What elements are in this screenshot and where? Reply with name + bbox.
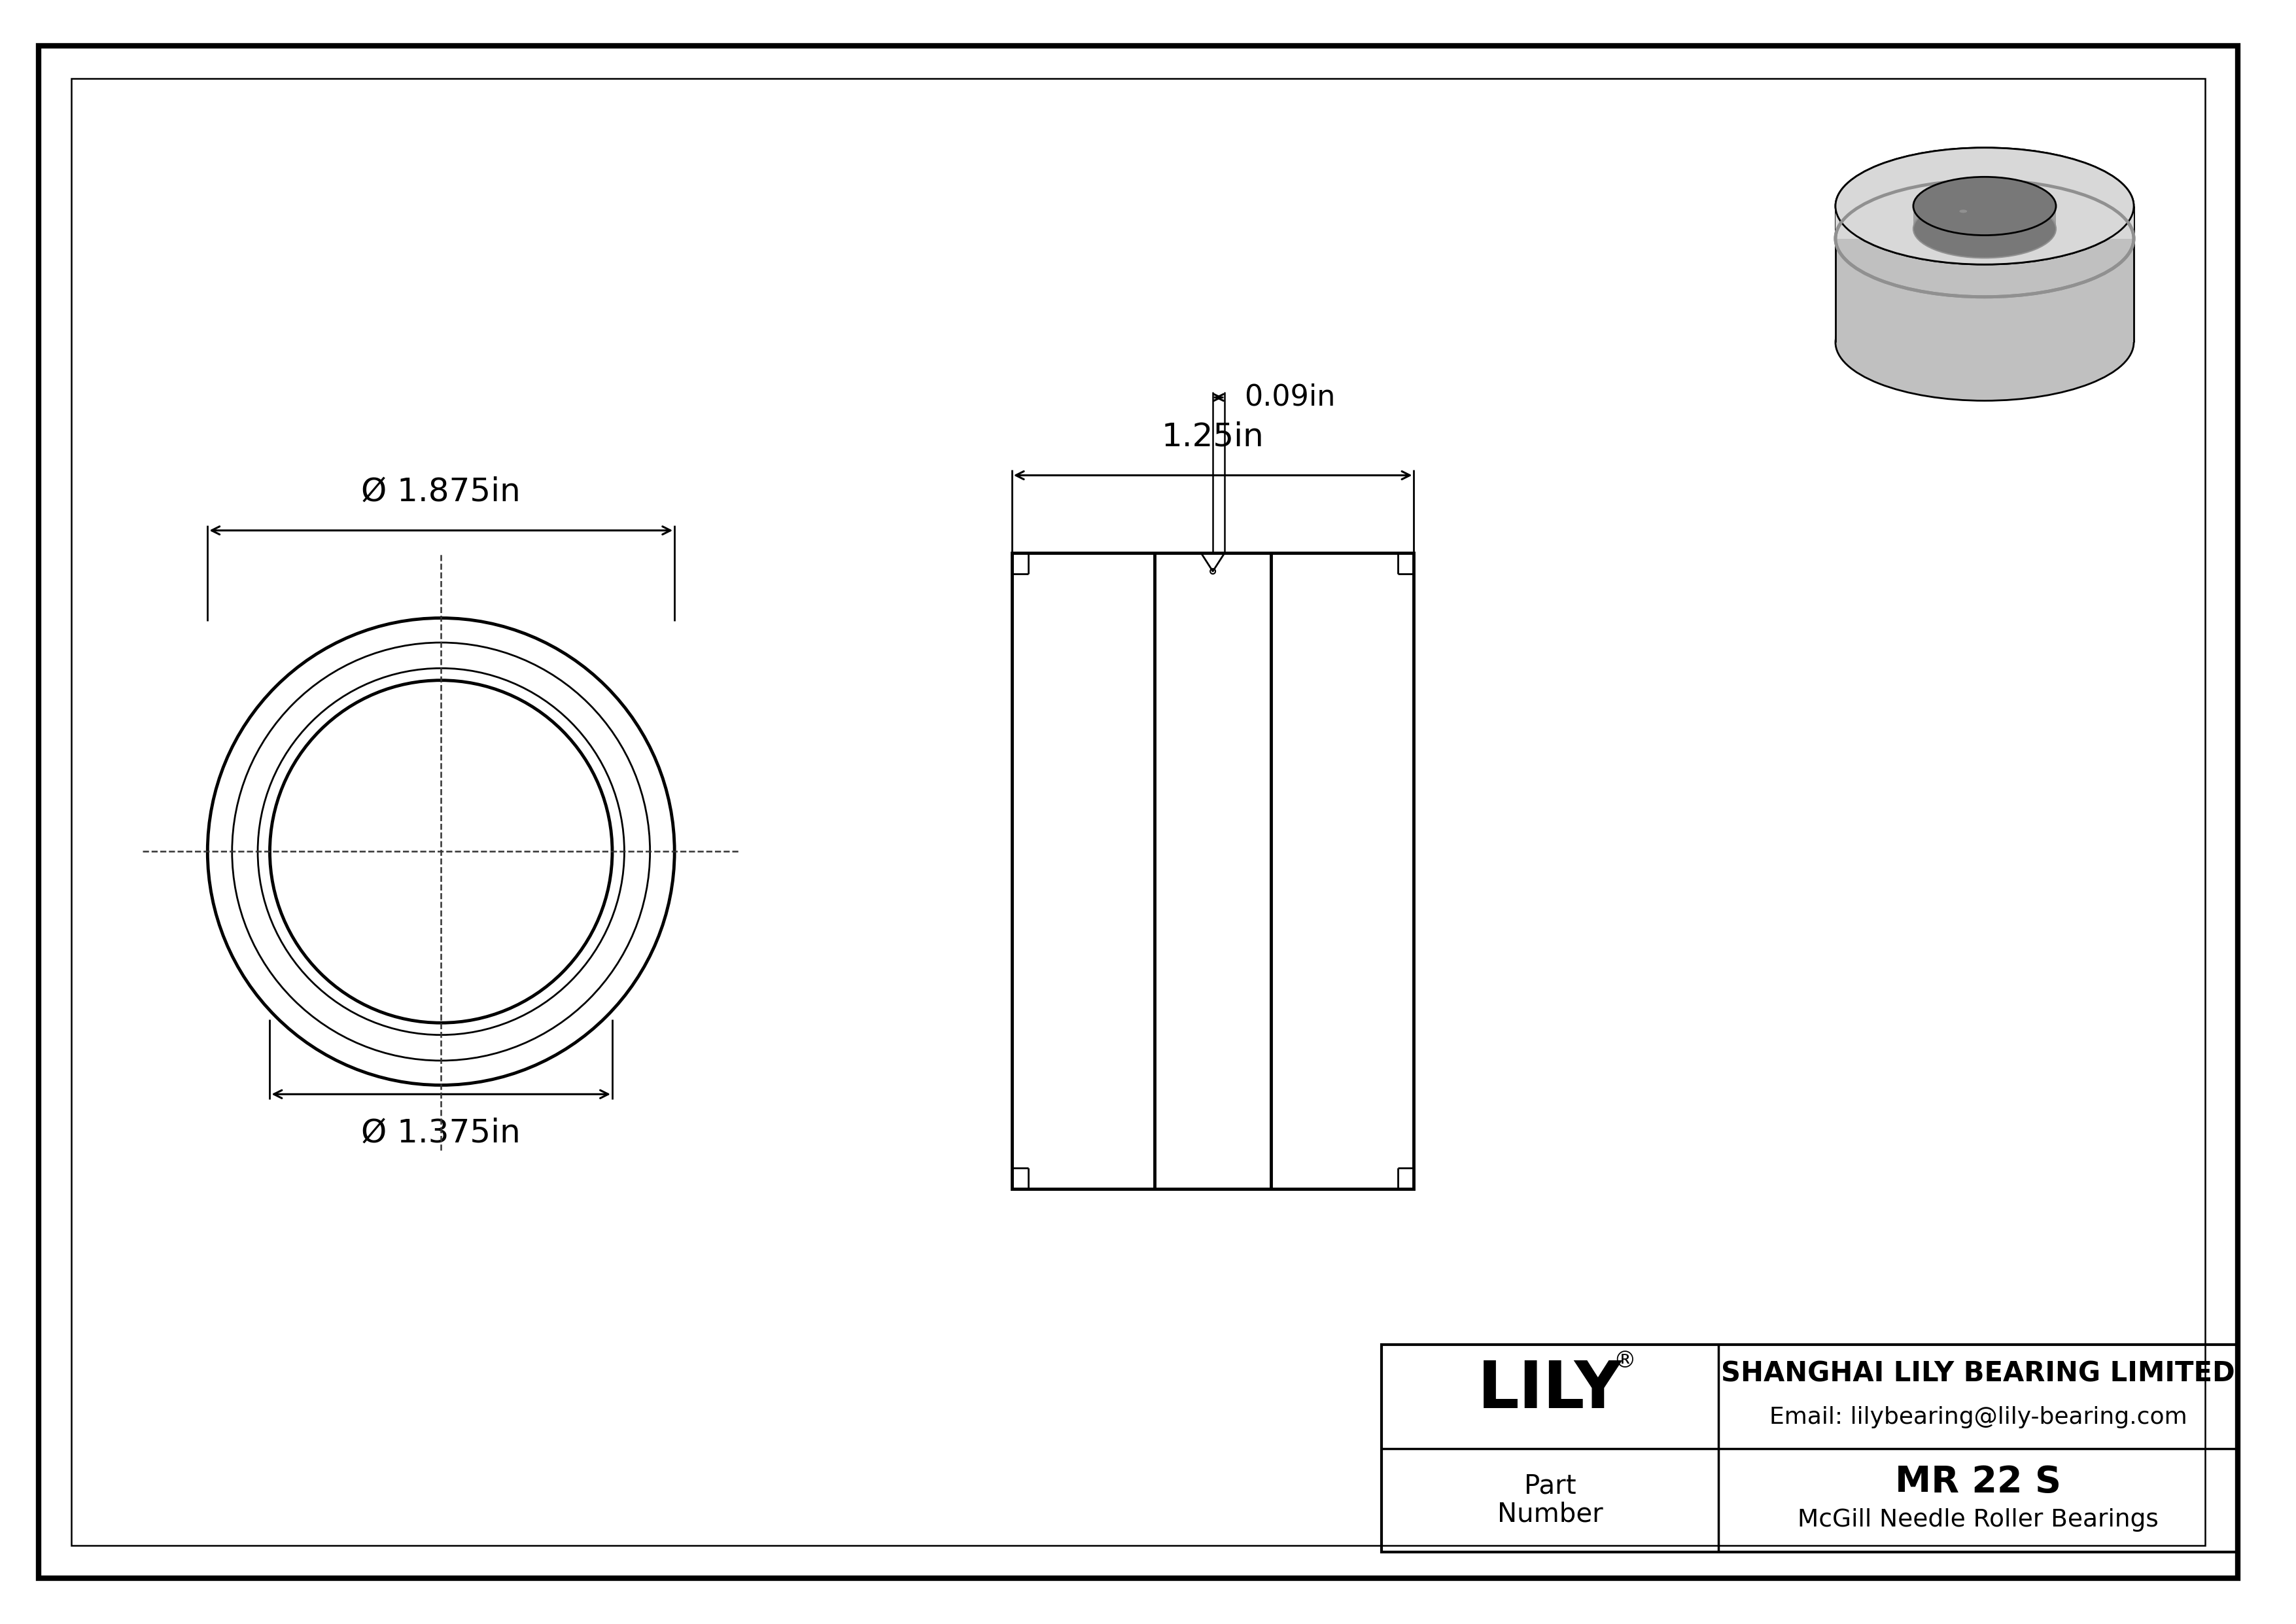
- Text: SHANGHAI LILY BEARING LIMITED: SHANGHAI LILY BEARING LIMITED: [1722, 1359, 2234, 1387]
- Text: Email: lilybearing@lily-bearing.com: Email: lilybearing@lily-bearing.com: [1770, 1406, 2188, 1429]
- Text: MR 22 S: MR 22 S: [1894, 1465, 2062, 1501]
- Text: 1.25in: 1.25in: [1162, 421, 1265, 453]
- Ellipse shape: [1913, 177, 2055, 235]
- Text: Ø 1.875in: Ø 1.875in: [360, 476, 521, 508]
- Text: LILY: LILY: [1479, 1358, 1623, 1421]
- Polygon shape: [1835, 206, 2133, 343]
- Polygon shape: [1835, 206, 2133, 239]
- Text: Ø 1.375in: Ø 1.375in: [360, 1117, 521, 1148]
- Text: Part: Part: [1525, 1473, 1575, 1499]
- Ellipse shape: [1958, 209, 1968, 213]
- Text: 0.09in: 0.09in: [1244, 383, 1336, 411]
- Text: McGill Needle Roller Bearings: McGill Needle Roller Bearings: [1798, 1509, 2158, 1531]
- Ellipse shape: [1835, 148, 2133, 265]
- Ellipse shape: [1835, 148, 2133, 265]
- Text: ®: ®: [1614, 1350, 1637, 1372]
- Ellipse shape: [1913, 200, 2055, 258]
- Text: Number: Number: [1497, 1502, 1603, 1528]
- Ellipse shape: [1835, 284, 2133, 401]
- Polygon shape: [1913, 206, 2055, 229]
